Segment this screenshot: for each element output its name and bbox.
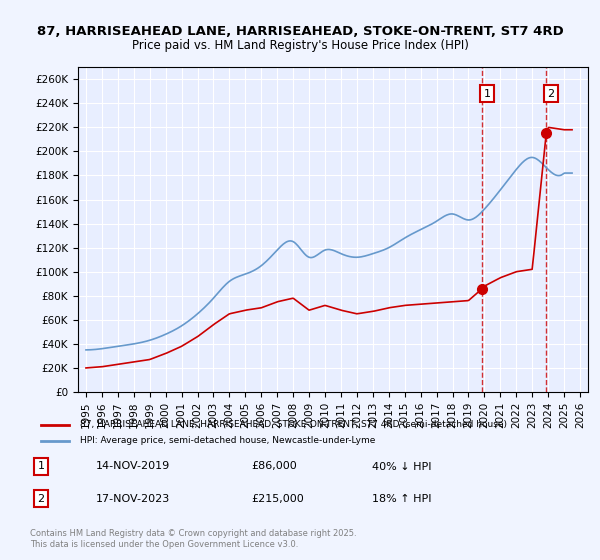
Text: 18% ↑ HPI: 18% ↑ HPI <box>372 494 432 503</box>
Text: £86,000: £86,000 <box>251 461 296 472</box>
Text: 87, HARRISEAHEAD LANE, HARRISEAHEAD, STOKE-ON-TRENT, ST7 4RD: 87, HARRISEAHEAD LANE, HARRISEAHEAD, STO… <box>37 25 563 38</box>
Text: 40% ↓ HPI: 40% ↓ HPI <box>372 461 432 472</box>
Text: HPI: Average price, semi-detached house, Newcastle-under-Lyme: HPI: Average price, semi-detached house,… <box>80 436 375 445</box>
Text: 14-NOV-2019: 14-NOV-2019 <box>96 461 170 472</box>
Text: £215,000: £215,000 <box>251 494 304 503</box>
Text: 2: 2 <box>547 88 554 99</box>
Text: Contains HM Land Registry data © Crown copyright and database right 2025.
This d: Contains HM Land Registry data © Crown c… <box>30 529 356 549</box>
Text: 1: 1 <box>484 88 491 99</box>
Text: 2: 2 <box>37 494 44 503</box>
Text: Price paid vs. HM Land Registry's House Price Index (HPI): Price paid vs. HM Land Registry's House … <box>131 39 469 52</box>
Text: 17-NOV-2023: 17-NOV-2023 <box>96 494 170 503</box>
Text: 87, HARRISEAHEAD LANE, HARRISEAHEAD, STOKE-ON-TRENT, ST7 4RD (semi-detached hous: 87, HARRISEAHEAD LANE, HARRISEAHEAD, STO… <box>80 420 506 429</box>
Text: 1: 1 <box>38 461 44 472</box>
